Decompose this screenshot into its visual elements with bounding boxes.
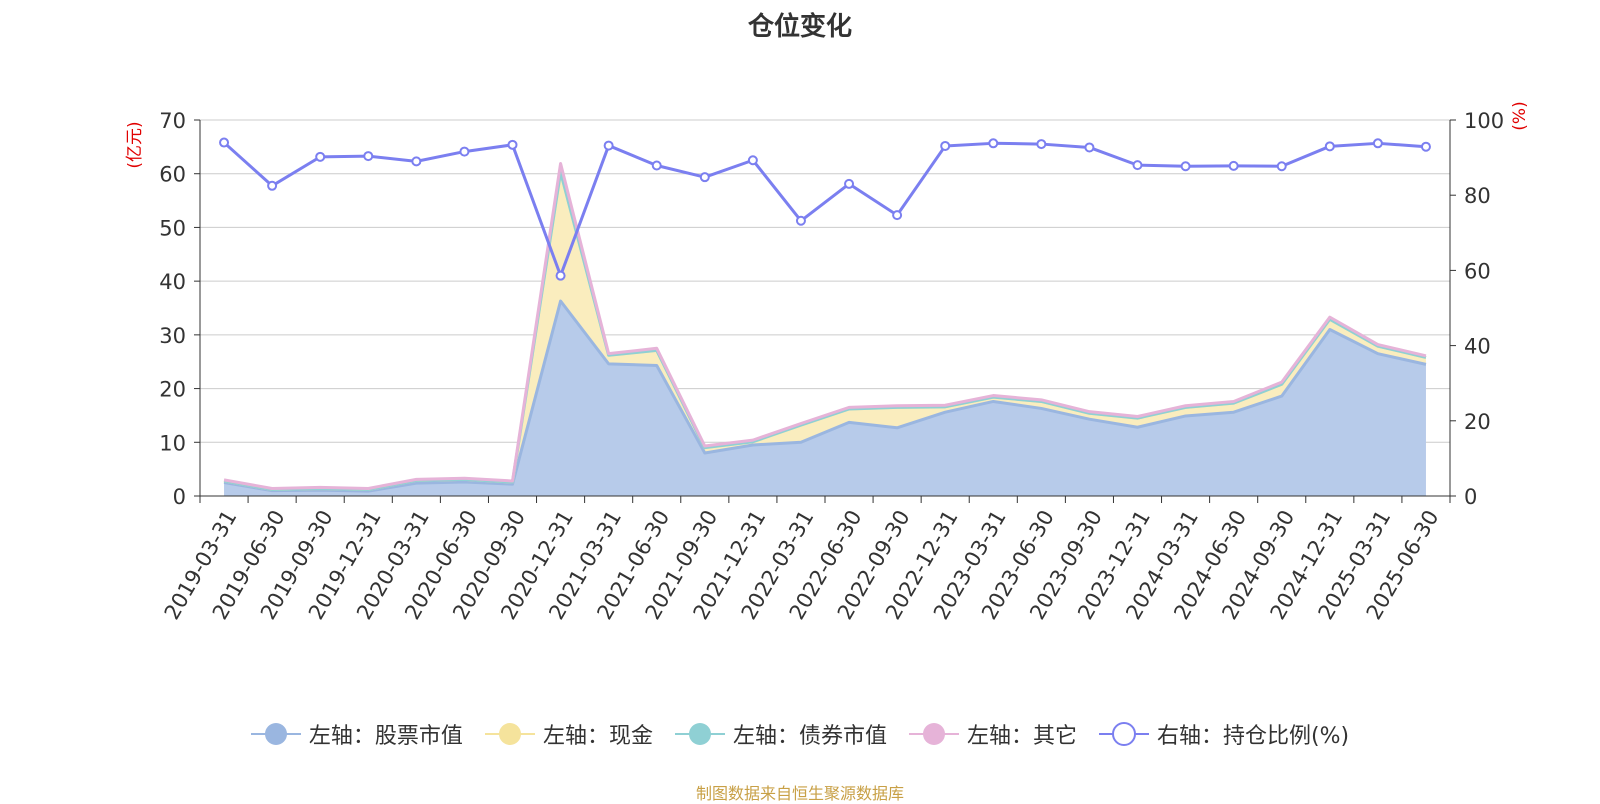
position-ratio-point xyxy=(1324,141,1335,152)
source-note: 制图数据来自恒生聚源数据库 xyxy=(695,784,904,803)
position-ratio-point xyxy=(363,151,374,162)
legend-label-bond: 左轴：债券市值 xyxy=(732,724,887,749)
right-tick-label: 20 xyxy=(1464,410,1491,434)
legend-label-cash: 左轴：现金 xyxy=(542,724,653,749)
position-ratio-point xyxy=(555,270,566,281)
left-axis-unit-label: (亿元) xyxy=(125,121,145,168)
position-ratio-point xyxy=(747,155,758,166)
legend-swatch-other xyxy=(908,723,959,745)
position-ratio-point xyxy=(1228,160,1239,171)
right-tick-label: 100 xyxy=(1464,109,1504,133)
position-ratio-point xyxy=(1372,138,1383,149)
area-line-3 xyxy=(223,162,1427,490)
legend-label-other: 左轴：其它 xyxy=(966,724,1077,749)
legend-swatch-stock xyxy=(250,723,301,745)
position-ratio-point xyxy=(1180,161,1191,172)
position-ratio-point xyxy=(795,215,806,226)
right-axis-unit-label: (%) xyxy=(1510,101,1530,130)
area-line-0 xyxy=(223,299,1427,493)
position-ratio-point xyxy=(315,151,326,162)
position-ratio-point xyxy=(1084,142,1095,153)
right-tick-label: 0 xyxy=(1464,485,1477,509)
left-tick-label: 60 xyxy=(159,163,186,187)
position-ratio-point xyxy=(651,160,662,171)
position-ratio-point xyxy=(459,146,470,157)
position-ratio-point xyxy=(699,172,710,183)
right-tick-label: 80 xyxy=(1464,184,1491,208)
left-tick-label: 70 xyxy=(159,109,186,133)
legend-swatch-bond xyxy=(674,723,725,745)
position-ratio-point xyxy=(603,140,614,151)
chart-svg: 010203040506070020406080100(亿元)(%)2019-0… xyxy=(125,101,1530,624)
position-ratio-point xyxy=(267,180,278,191)
position-ratio-point xyxy=(411,156,422,167)
position-ratio-point xyxy=(1420,141,1431,152)
left-tick-label: 0 xyxy=(173,485,186,509)
right-tick-label: 60 xyxy=(1464,259,1491,283)
position-ratio-point xyxy=(507,139,518,150)
legend-item-other[interactable]: 左轴：其它 xyxy=(908,718,1077,750)
position-ratio-point xyxy=(1276,161,1287,172)
position-ratio-point xyxy=(844,178,855,189)
position-ratio-point xyxy=(1132,160,1143,171)
left-tick-label: 10 xyxy=(159,431,186,455)
position-ratio-point xyxy=(940,140,951,151)
legend-item-stock[interactable]: 左轴：股票市值 xyxy=(250,718,463,750)
left-tick-label: 20 xyxy=(159,378,186,402)
legend-swatch-position-ratio xyxy=(1098,722,1149,746)
legend-item-cash[interactable]: 左轴：现金 xyxy=(484,718,653,750)
legend-swatch-cash xyxy=(484,723,535,745)
position-ratio-point xyxy=(892,210,903,221)
left-tick-label: 30 xyxy=(159,324,186,348)
area-0 xyxy=(224,301,1426,496)
legend-label-position-ratio: 右轴：持仓比例(%) xyxy=(1156,724,1350,749)
legend-item-bond[interactable]: 左轴：债券市值 xyxy=(674,718,887,750)
right-tick-label: 40 xyxy=(1464,335,1491,359)
left-tick-label: 50 xyxy=(159,216,186,240)
left-tick-label: 40 xyxy=(159,270,186,294)
position-ratio-line xyxy=(223,141,1427,278)
position-ratio-point xyxy=(219,137,230,148)
legend-item-position-ratio[interactable]: 右轴：持仓比例(%) xyxy=(1098,718,1350,750)
legend-label-stock: 左轴：股票市值 xyxy=(308,724,463,749)
position-ratio-point xyxy=(1036,139,1047,150)
position-ratio-point xyxy=(988,138,999,149)
legend: 左轴：股票市值 左轴：现金 左轴：债券市值 左轴：其它 xyxy=(0,718,1600,750)
chart-title: 仓位变化 xyxy=(747,12,852,42)
